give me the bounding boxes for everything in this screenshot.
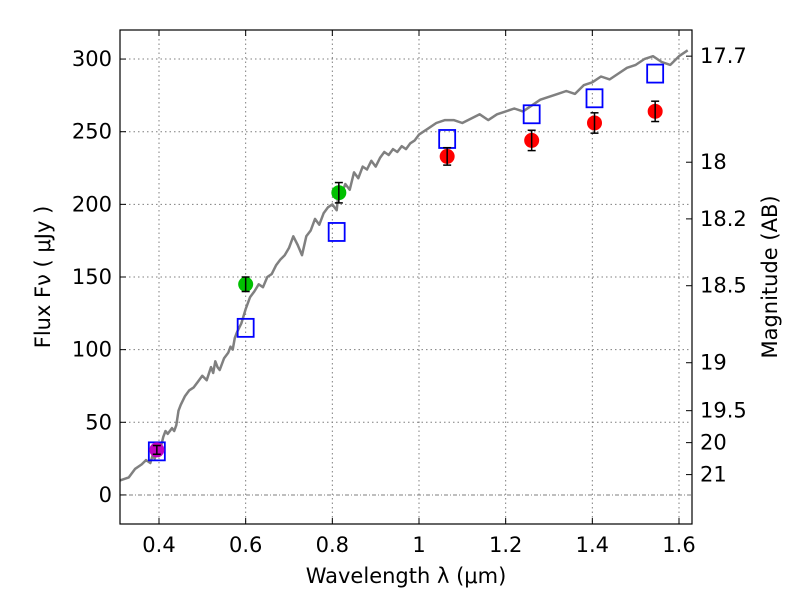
y-tick-label: 50 xyxy=(85,410,112,434)
y-tick-label: 250 xyxy=(72,120,112,144)
x-tick-label: 0.6 xyxy=(229,533,262,557)
x-tick-label: 1.2 xyxy=(489,533,522,557)
model-photometry-square xyxy=(522,104,541,125)
y-axis-ticks: 0 50 100 150 200 250 300 xyxy=(72,47,126,507)
magnitude-tick-label: 18.5 xyxy=(700,274,747,298)
x-tick-label: 0.4 xyxy=(142,533,175,557)
spectrum-line xyxy=(119,49,689,482)
magnitude-tick-label: 19 xyxy=(700,351,727,375)
x-axis-ticks: 0.4 0.6 0.8 1 1.2 1.4 1.6 xyxy=(142,30,696,557)
model-photometry-square xyxy=(236,317,255,338)
model-photometry-square xyxy=(327,222,346,242)
y-tick-label: 100 xyxy=(72,338,112,362)
magnitude-tick-label: 21 xyxy=(700,463,727,487)
magnitude-tick-label: 17.7 xyxy=(700,44,747,68)
model-photometry-square xyxy=(147,441,166,462)
magnitude-tick-label: 18.2 xyxy=(700,207,747,231)
y-tick-label: 300 xyxy=(72,47,112,71)
model-photometry-square xyxy=(585,88,604,109)
magnitude-tick-label: 18 xyxy=(700,150,727,174)
y-tick-label: 200 xyxy=(72,192,112,216)
magnitude-axis-ticks: 17.7 18 18.2 18.5 19 19.5 20 21 xyxy=(686,44,747,487)
x-tick-label: 0.8 xyxy=(316,533,349,557)
grid-lines xyxy=(120,30,692,524)
x-tick-label: 1.4 xyxy=(576,533,609,557)
y-tick-label: 0 xyxy=(99,483,112,507)
x-axis-title: Wavelength λ (μm) xyxy=(306,564,507,588)
x-tick-label: 1 xyxy=(412,533,425,557)
y-axis-title: Flux Fν ( μJy ) xyxy=(31,206,55,349)
model-spectrum xyxy=(119,49,689,482)
magnitude-tick-label: 20 xyxy=(700,431,727,455)
y-tick-label: 150 xyxy=(72,265,112,289)
model-photometry-square xyxy=(646,63,665,84)
magnitude-tick-label: 19.5 xyxy=(700,399,747,423)
model-photometry-square xyxy=(438,129,457,149)
photometry-points xyxy=(147,63,665,462)
right-axis-title: Magnitude (AB) xyxy=(758,195,782,358)
x-tick-label: 1.6 xyxy=(662,533,695,557)
